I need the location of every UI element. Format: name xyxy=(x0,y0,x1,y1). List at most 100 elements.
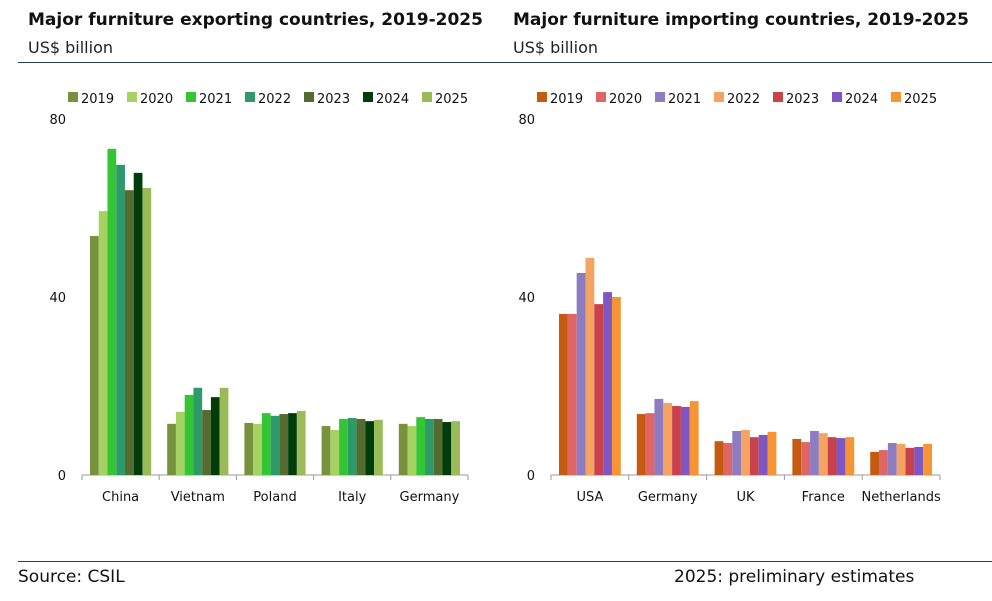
left-bar-2024-Poland xyxy=(288,413,297,475)
left-bar-2025-Germany xyxy=(451,421,460,475)
left-bar-2019-China xyxy=(90,236,99,475)
left-bar-2021-Vietnam xyxy=(184,394,194,475)
right-legend-label-2021: 2021 xyxy=(668,92,701,107)
left-bar-2019-Germany xyxy=(398,423,408,475)
right-bar-2019-USA xyxy=(559,313,568,475)
left-bar-2021-Italy xyxy=(339,418,348,475)
left-bar-2024-Vietnam xyxy=(210,397,220,475)
source-note: Source: CSIL xyxy=(18,567,125,587)
right-bar-2019-UK xyxy=(714,441,724,475)
right-bar-2024-Germany xyxy=(680,406,690,475)
left-bar-2019-Poland xyxy=(244,422,254,475)
right-bar-2022-USA xyxy=(585,257,595,475)
left-legend-swatch-2019 xyxy=(68,92,78,102)
right-bar-2025-France xyxy=(845,437,855,475)
left-bar-2022-Poland xyxy=(270,415,280,475)
right-bar-2020-Netherlands xyxy=(879,450,888,475)
left-bar-2021-Germany xyxy=(416,417,426,475)
right-bar-2021-France xyxy=(810,430,819,475)
left-x-tick-label: Vietnam xyxy=(171,490,225,505)
left-legend-label-2020: 2020 xyxy=(140,92,173,107)
left-bar-2021-Poland xyxy=(261,413,271,475)
left-legend-label-2024: 2024 xyxy=(376,92,409,107)
right-bar-2025-Netherlands xyxy=(923,443,932,475)
right-legend-swatch-2025 xyxy=(891,92,901,102)
left-chart-title: Major furniture exporting countries, 201… xyxy=(28,10,483,30)
right-legend-label-2019: 2019 xyxy=(550,92,583,107)
right-bar-2023-France xyxy=(827,437,837,475)
top-divider xyxy=(18,62,992,63)
left-bar-2024-Germany xyxy=(442,422,452,475)
right-bar-2022-UK xyxy=(741,430,750,475)
left-bar-2025-China xyxy=(142,187,152,475)
right-legend-label-2023: 2023 xyxy=(786,92,819,107)
left-legend-label-2021: 2021 xyxy=(199,92,232,107)
estimate-note: 2025: preliminary estimates xyxy=(674,567,915,587)
right-x-tick-label: USA xyxy=(576,490,603,505)
bottom-divider xyxy=(18,561,992,562)
right-bar-2024-USA xyxy=(603,292,612,475)
left-x-tick-label: Italy xyxy=(338,490,367,505)
left-bar-2025-Italy xyxy=(374,419,383,475)
left-legend-label-2025: 2025 xyxy=(435,92,468,107)
right-bar-2024-Netherlands xyxy=(914,446,924,475)
right-bar-2025-UK xyxy=(767,431,777,475)
right-bar-2021-Germany xyxy=(654,398,664,475)
left-legend-swatch-2020 xyxy=(127,92,137,102)
left-legend-label-2019: 2019 xyxy=(81,92,114,107)
right-bar-2023-USA xyxy=(594,304,604,475)
right-bar-2019-Netherlands xyxy=(870,451,880,475)
right-chart-title: Major furniture importing countries, 201… xyxy=(513,10,969,30)
left-legend-swatch-2022 xyxy=(245,92,255,102)
right-bar-2019-Germany xyxy=(636,414,646,475)
left-bar-2019-Vietnam xyxy=(167,423,176,475)
left-bar-2020-Germany xyxy=(407,426,417,475)
right-bar-2021-Netherlands xyxy=(887,442,897,475)
right-y-tick-label: 80 xyxy=(518,113,535,128)
right-bar-2022-Netherlands xyxy=(896,443,906,475)
left-bar-2022-Vietnam xyxy=(193,387,203,475)
left-legend-swatch-2023 xyxy=(304,92,314,102)
right-x-tick-label: France xyxy=(802,490,845,505)
left-bar-2023-Italy xyxy=(356,418,366,475)
right-x-tick-label: Germany xyxy=(638,490,698,505)
right-legend-swatch-2022 xyxy=(714,92,724,102)
right-x-tick-label: UK xyxy=(736,490,755,505)
right-legend-swatch-2023 xyxy=(773,92,783,102)
left-bar-2023-China xyxy=(124,190,134,475)
right-bar-2023-UK xyxy=(749,437,759,475)
right-y-tick-label: 0 xyxy=(527,469,535,484)
right-legend-label-2022: 2022 xyxy=(727,92,760,107)
right-y-tick-label: 40 xyxy=(518,291,535,306)
left-legend-label-2023: 2023 xyxy=(317,92,350,107)
left-legend-label-2022: 2022 xyxy=(258,92,291,107)
right-bar-2025-Germany xyxy=(689,401,699,475)
left-bar-2023-Germany xyxy=(433,418,443,475)
left-bar-2022-Italy xyxy=(347,418,357,475)
right-bar-2020-Germany xyxy=(645,413,655,475)
left-y-tick-label: 80 xyxy=(49,113,66,128)
right-legend-swatch-2020 xyxy=(596,92,606,102)
right-legend-swatch-2019 xyxy=(537,92,547,102)
left-chart-subtitle: US$ billion xyxy=(28,38,113,57)
left-x-tick-label: Germany xyxy=(400,490,460,505)
left-bar-2020-Poland xyxy=(253,423,262,475)
left-bar-2023-Poland xyxy=(279,414,289,475)
left-legend-swatch-2024 xyxy=(363,92,373,102)
left-bar-2023-Vietnam xyxy=(202,410,211,475)
right-chart-subtitle: US$ billion xyxy=(513,38,598,57)
left-x-tick-label: Poland xyxy=(253,490,296,505)
left-bar-2022-China xyxy=(116,164,125,475)
left-bar-2020-China xyxy=(98,211,108,476)
right-bar-2020-USA xyxy=(567,313,577,475)
right-legend-label-2025: 2025 xyxy=(904,92,937,107)
left-bar-2020-Italy xyxy=(330,430,340,475)
left-y-tick-label: 0 xyxy=(58,469,66,484)
left-legend-swatch-2025 xyxy=(422,92,432,102)
right-x-tick-label: Netherlands xyxy=(861,490,940,505)
right-bar-2022-France xyxy=(818,433,828,475)
right-bar-2021-UK xyxy=(732,430,742,475)
left-bar-2021-China xyxy=(107,148,117,475)
